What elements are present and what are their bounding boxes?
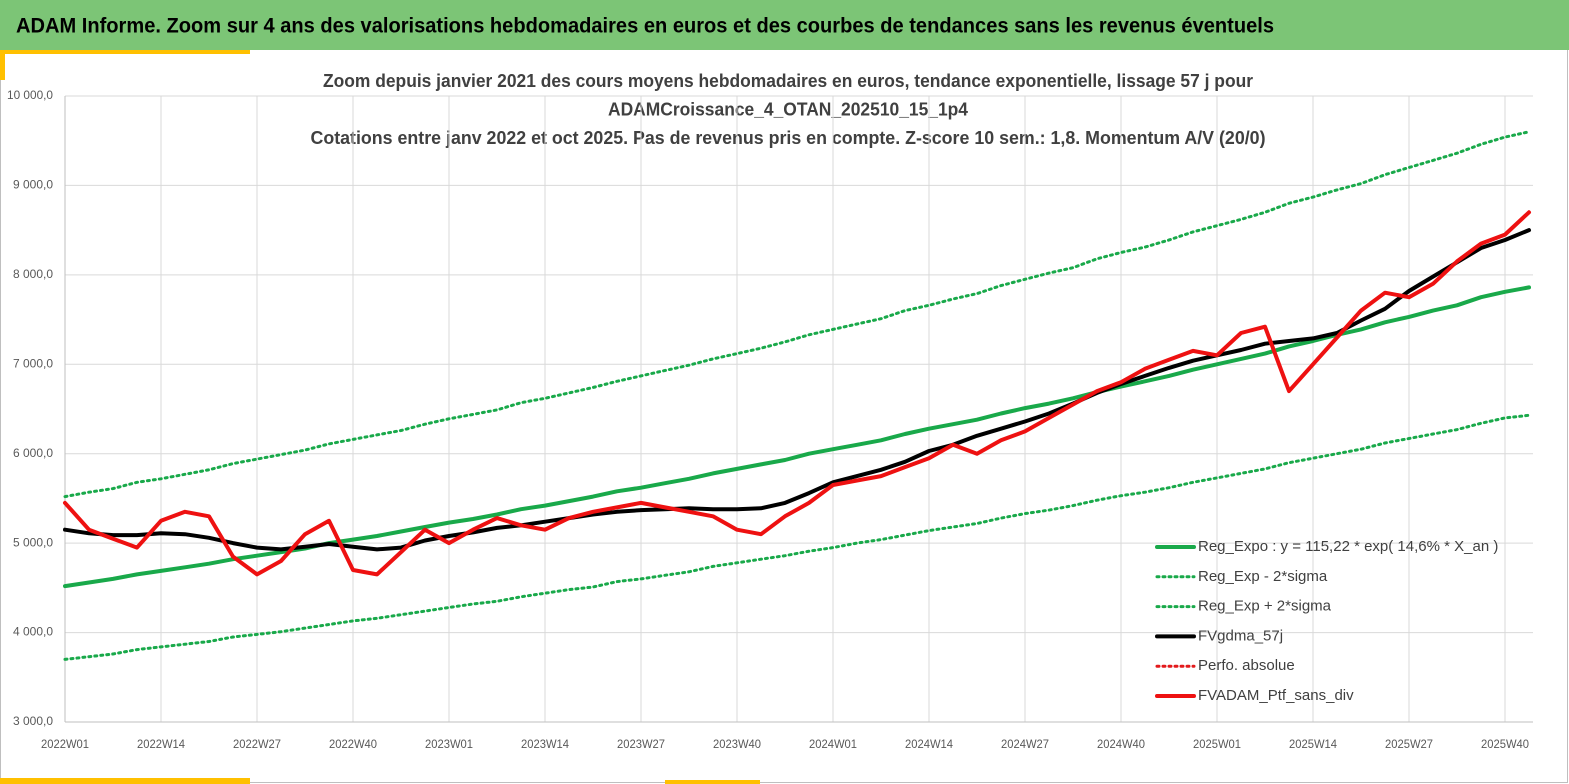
x-tick-label: 2023W27 xyxy=(617,737,665,751)
legend-label: FVADAM_Ptf_sans_div xyxy=(1198,687,1354,704)
y-tick-label: 9 000,0 xyxy=(13,178,53,192)
legend-label: Perfo. absolue xyxy=(1198,657,1295,674)
y-tick-label: 4 000,0 xyxy=(13,625,53,639)
legend-label: Reg_Exp - 2*sigma xyxy=(1198,568,1328,585)
x-tick-label: 2025W40 xyxy=(1481,737,1529,751)
chart-title: Cotations entre janv 2022 et oct 2025. P… xyxy=(311,128,1266,148)
x-tick-label: 2022W01 xyxy=(41,737,89,751)
legend-label: Reg_Expo : y = 115,22 * exp( 14,6% * X_a… xyxy=(1198,538,1498,555)
chart-title: Zoom depuis janvier 2021 des cours moyen… xyxy=(323,71,1253,91)
legend-label: FVgdma_57j xyxy=(1198,627,1283,644)
x-tick-label: 2023W14 xyxy=(521,737,569,751)
accent xyxy=(665,780,760,784)
accent xyxy=(0,50,250,54)
x-tick-label: 2023W01 xyxy=(425,737,473,751)
x-tick-label: 2024W27 xyxy=(1001,737,1049,751)
y-tick-label: 7 000,0 xyxy=(13,356,53,370)
legend-label: Reg_Exp + 2*sigma xyxy=(1198,598,1332,615)
y-tick-label: 10 000,0 xyxy=(7,88,53,102)
x-tick-label: 2024W40 xyxy=(1097,737,1145,751)
y-tick-label: 6 000,0 xyxy=(13,446,53,460)
series-line xyxy=(63,130,1531,499)
y-tick-label: 5 000,0 xyxy=(13,535,53,549)
chart-title: ADAMCroissance_4_OTAN_202510_15_1p4 xyxy=(608,99,968,119)
x-tick-label: 2025W27 xyxy=(1385,737,1433,751)
x-tick-label: 2025W01 xyxy=(1193,737,1241,751)
y-tick-label: 3 000,0 xyxy=(13,714,53,728)
accent xyxy=(0,778,250,784)
x-tick-label: 2024W14 xyxy=(905,737,953,751)
x-tick-label: 2022W40 xyxy=(329,737,377,751)
x-tick-label: 2025W14 xyxy=(1289,737,1337,751)
series-line xyxy=(63,228,1531,552)
header-title: ADAM Informe. Zoom sur 4 ans des valoris… xyxy=(16,15,1274,38)
series-line xyxy=(63,413,1531,661)
series-line xyxy=(63,210,1531,577)
x-tick-label: 2022W27 xyxy=(233,737,281,751)
x-tick-label: 2022W14 xyxy=(137,737,185,751)
header-bar xyxy=(0,0,1569,50)
x-tick-label: 2023W40 xyxy=(713,737,761,751)
x-tick-label: 2024W01 xyxy=(809,737,857,751)
y-tick-label: 8 000,0 xyxy=(13,267,53,281)
accent xyxy=(0,50,5,80)
